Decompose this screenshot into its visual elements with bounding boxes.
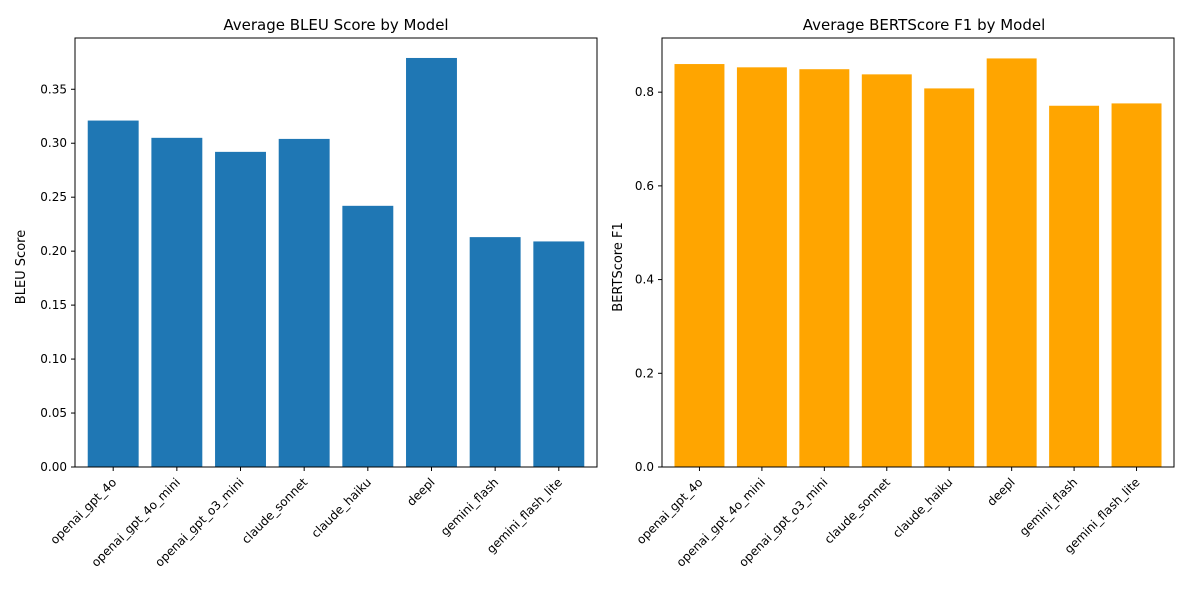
x-tick-label: deepl	[984, 475, 1017, 508]
chart-title: Average BLEU Score by Model	[223, 16, 448, 34]
bleu-chart: Average BLEU Score by Model BLEU Score 0…	[14, 16, 598, 570]
bar-claude_sonnet	[861, 74, 912, 468]
y-axis-label: BERTScore F1	[611, 222, 626, 311]
bar-openai_gpt_o3_mini	[215, 151, 266, 467]
x-tick-label: claude_haiku	[309, 475, 374, 540]
y-tick-label: 0.10	[40, 352, 67, 366]
bars	[87, 57, 585, 468]
y-tick-label: 0.0	[635, 460, 654, 474]
y-ticks: 0.00 0.05 0.10 0.15 0.20 0.25 0.30 0.35	[40, 82, 75, 474]
x-tick-label: claude_sonnet	[822, 475, 893, 546]
x-tick-label: deepl	[404, 475, 437, 508]
bars	[674, 58, 1162, 468]
x-tick-label: openai_gpt_4o	[48, 475, 120, 547]
y-tick-label: 0.05	[40, 406, 67, 420]
bar-openai_gpt_4o_mini	[736, 67, 787, 467]
x-tick-label: claude_haiku	[890, 475, 955, 540]
bar-gemini_flash	[1049, 105, 1100, 467]
bar-deepl	[406, 57, 457, 468]
chart-title: Average BERTScore F1 by Model	[803, 16, 1046, 34]
y-tick-label: 0.35	[40, 82, 67, 96]
x-tick-label: claude_sonnet	[239, 475, 310, 546]
bar-openai_gpt_4o	[87, 120, 139, 468]
bar-openai_gpt_o3_mini	[799, 69, 850, 467]
y-tick-label: 0.30	[40, 136, 67, 150]
plot-frame	[661, 37, 1175, 468]
bertscore-chart: Average BERTScore F1 by Model BERTScore …	[611, 16, 1175, 570]
bar-claude_haiku	[924, 88, 975, 467]
bar-gemini_flash_lite	[533, 241, 585, 467]
bar-claude_haiku	[342, 205, 394, 468]
bar-openai_gpt_4o	[674, 64, 725, 467]
bar-gemini_flash_lite	[1111, 103, 1162, 468]
bar-deepl	[986, 58, 1037, 468]
bar-gemini_flash	[469, 237, 521, 467]
bar-claude_sonnet	[278, 138, 330, 468]
y-tick-label: 0.2	[635, 366, 654, 380]
y-tick-label: 0.25	[40, 190, 67, 204]
x-tick-label: gemini_flash	[438, 475, 501, 538]
x-tick-label: gemini_flash	[1017, 475, 1080, 538]
y-ticks: 0.0 0.2 0.4 0.6 0.8	[635, 85, 662, 474]
y-tick-label: 0.6	[635, 179, 654, 193]
bar-openai_gpt_4o_mini	[151, 137, 203, 467]
y-axis-label: BLEU Score	[14, 230, 29, 304]
y-tick-label: 0.8	[635, 85, 654, 99]
y-tick-label: 0.00	[40, 460, 67, 474]
x-ticks: openai_gpt_4oopenai_gpt_4o_miniopenai_gp…	[634, 467, 1143, 570]
y-tick-label: 0.4	[635, 273, 654, 287]
y-tick-label: 0.15	[40, 298, 67, 312]
x-ticks: openai_gpt_4oopenai_gpt_4o_miniopenai_gp…	[48, 467, 565, 570]
x-tick-label: openai_gpt_4o	[634, 475, 706, 547]
y-tick-label: 0.20	[40, 244, 67, 258]
plot-frame	[74, 37, 598, 468]
